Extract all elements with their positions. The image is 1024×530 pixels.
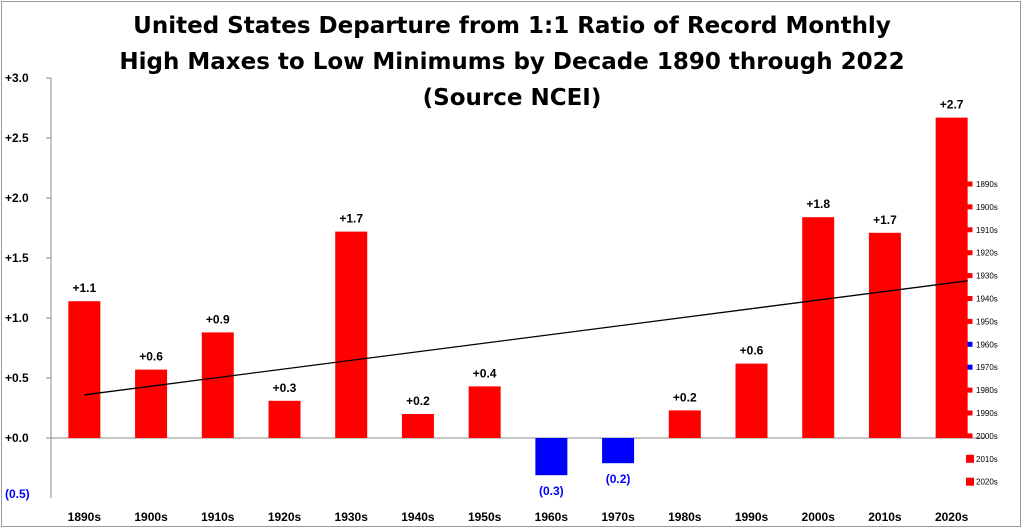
trendline bbox=[84, 280, 968, 396]
x-tick-label: 2010s bbox=[868, 510, 902, 524]
bar bbox=[868, 232, 901, 438]
chart-title-line-1: United States Departure from 1:1 Ratio o… bbox=[133, 13, 891, 39]
legend-marker bbox=[967, 181, 973, 187]
chart-title-line-2: High Maxes to Low Minimums by Decade 189… bbox=[119, 49, 905, 75]
legend-marker bbox=[967, 410, 973, 416]
y-tick-label: +3.0 bbox=[5, 71, 29, 85]
legend-marker bbox=[967, 250, 973, 256]
bar bbox=[535, 438, 568, 476]
x-tick-label: 1920s bbox=[268, 510, 302, 524]
legend-marker bbox=[967, 204, 973, 210]
x-tick-label: 2000s bbox=[802, 510, 836, 524]
bar bbox=[802, 217, 835, 438]
legend: 1890s 1900s 1910s 1920s 1930s 1940s 1950s 1960s… bbox=[966, 180, 998, 487]
y-tick-label: +1.5 bbox=[5, 251, 29, 265]
legend-label: 1950s bbox=[976, 317, 998, 326]
y-tick-label: +1.0 bbox=[5, 311, 29, 325]
bar bbox=[135, 369, 168, 438]
legend-label: 1910s bbox=[976, 226, 998, 235]
data-label: +0.4 bbox=[473, 366, 497, 380]
chart-title: United States Departure from 1:1 Ratio o… bbox=[0, 8, 1024, 116]
y-tick-label: +2.5 bbox=[5, 131, 29, 145]
bars bbox=[68, 117, 968, 476]
bar bbox=[735, 363, 768, 438]
legend-marker bbox=[967, 341, 973, 347]
legend-marker bbox=[967, 273, 973, 279]
x-tick-label: 1980s bbox=[668, 510, 702, 524]
legend-marker bbox=[967, 296, 973, 301]
legend-label: 2000s bbox=[976, 432, 998, 441]
data-label: +1.8 bbox=[806, 197, 830, 211]
legend-marker bbox=[967, 433, 973, 439]
x-tick-label: 1990s bbox=[735, 510, 769, 524]
legend-label: 1940s bbox=[976, 295, 998, 304]
legend-label: 1900s bbox=[976, 203, 998, 212]
data-label: +0.9 bbox=[206, 312, 230, 326]
bar bbox=[468, 386, 501, 438]
y-tick-label: +0.5 bbox=[5, 371, 29, 385]
legend-label: 1890s bbox=[976, 180, 998, 189]
x-tick-label: 1970s bbox=[601, 510, 635, 524]
legend-label: 1930s bbox=[976, 272, 998, 281]
bar bbox=[668, 410, 701, 438]
data-label: (0.2) bbox=[606, 472, 631, 486]
data-label: +0.2 bbox=[673, 390, 697, 404]
legend-label: 2010s bbox=[976, 455, 998, 464]
bar bbox=[201, 332, 234, 438]
legend-marker bbox=[967, 318, 973, 324]
x-tick-label: 1950s bbox=[468, 510, 502, 524]
legend-label: 1990s bbox=[976, 409, 998, 418]
legend-label: 1980s bbox=[976, 386, 998, 395]
bar bbox=[335, 231, 368, 438]
x-tick-label: 1940s bbox=[401, 510, 435, 524]
data-label: +0.6 bbox=[139, 350, 163, 364]
x-tick-label: 1890s bbox=[68, 510, 102, 524]
data-label: +0.2 bbox=[406, 394, 430, 408]
bar bbox=[401, 414, 434, 438]
data-label: +0.6 bbox=[740, 344, 764, 358]
legend-marker bbox=[966, 454, 974, 463]
legend-label: 1970s bbox=[976, 363, 998, 372]
data-label: +1.7 bbox=[339, 212, 363, 226]
legend-label: 1960s bbox=[976, 340, 998, 349]
x-tick-label: 1910s bbox=[201, 510, 235, 524]
trendline-layer bbox=[84, 280, 968, 396]
data-label: (0.3) bbox=[539, 484, 564, 498]
legend-marker bbox=[967, 227, 973, 233]
y-tick-label-negative: (0.5) bbox=[5, 487, 30, 501]
legend-marker bbox=[967, 387, 973, 393]
data-labels: +1.1 1890s +0.6 1900s +0.9 1910s +0.3 1920s +1.7… bbox=[68, 98, 969, 524]
legend-label: 1920s bbox=[976, 249, 998, 258]
x-tick-label: 1900s bbox=[134, 510, 168, 524]
legend-marker bbox=[966, 477, 974, 486]
y-tick-label: +0.0 bbox=[5, 431, 29, 445]
legend-label: 2020s bbox=[976, 478, 998, 487]
chart-title-line-3: (Source NCEI) bbox=[422, 85, 602, 111]
x-tick-label: 1960s bbox=[535, 510, 569, 524]
legend-marker bbox=[967, 364, 973, 370]
bar bbox=[935, 117, 968, 438]
bar bbox=[268, 400, 301, 438]
bar bbox=[602, 438, 635, 464]
data-label: +2.7 bbox=[940, 98, 964, 112]
y-tick-label: +2.0 bbox=[5, 191, 29, 205]
data-label: +1.1 bbox=[73, 281, 97, 295]
data-label: +0.3 bbox=[273, 381, 297, 395]
bar bbox=[68, 301, 101, 438]
data-label: +1.7 bbox=[873, 213, 897, 227]
x-tick-label: 2020s bbox=[935, 510, 969, 524]
x-tick-label: 1930s bbox=[335, 510, 369, 524]
